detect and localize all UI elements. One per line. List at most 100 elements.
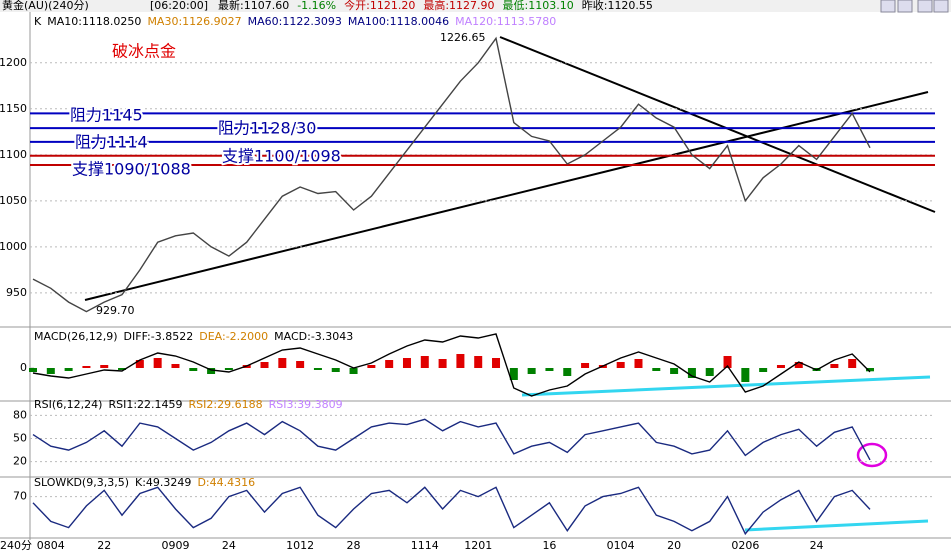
trend-line — [744, 519, 929, 532]
symbol: 黄金(AU)(240分) — [2, 0, 89, 12]
x-tick-label: 22 — [97, 539, 111, 552]
x-tick-label: 0804 — [37, 539, 65, 552]
x-tick-label: 1012 — [286, 539, 314, 552]
macd-bar — [29, 368, 37, 372]
y-tick-label: 1200 — [0, 56, 27, 69]
annotation: 支撑1100/1098 — [222, 147, 341, 166]
x-tick-label: 28 — [347, 539, 361, 552]
series-line — [32, 486, 871, 536]
legend-entry: K:49.3249 — [135, 476, 191, 489]
legend-entry: MA10:1118.0250 — [47, 15, 141, 28]
macd-bar — [776, 365, 785, 368]
macd-bar — [82, 366, 91, 368]
legend-entry: RSI2:29.6188 — [189, 398, 263, 411]
macd-bar — [207, 368, 216, 374]
header-bar — [0, 0, 951, 12]
macd-bar — [581, 363, 590, 368]
series-line — [32, 418, 871, 461]
nav-button[interactable] — [897, 0, 913, 13]
macd-bar — [260, 362, 269, 368]
y-tick-label: 20 — [13, 455, 27, 468]
macd-bar — [687, 368, 696, 378]
y-tick-label: 1050 — [0, 194, 27, 207]
y-tick-label: 80 — [13, 408, 27, 421]
annotation: 支撑1090/1088 — [72, 160, 191, 179]
period-label: 240分 — [0, 539, 32, 552]
legend-entry: DIFF:-3.8522 — [124, 330, 194, 343]
macd-bar — [509, 368, 518, 380]
x-tick-label: 24 — [222, 539, 236, 552]
y-tick-label: 0 — [20, 361, 27, 374]
quote-field: -1.16% — [297, 0, 336, 12]
quote-field: 今开:1121.20 — [344, 0, 415, 12]
macd-bar — [474, 356, 483, 368]
macd-bar — [367, 365, 376, 368]
macd-bar — [456, 354, 465, 368]
macd-bar — [100, 365, 109, 368]
macd-bar — [224, 368, 233, 370]
macd-bar — [563, 368, 572, 376]
macd-bar — [385, 360, 394, 368]
legend-entry: MACD:-3.3043 — [274, 330, 353, 343]
series-line — [32, 36, 871, 313]
macd-bar — [278, 358, 287, 368]
macd-bar — [313, 368, 322, 370]
macd-bar — [634, 359, 643, 368]
y-tick-label: 50 — [13, 432, 27, 445]
y-tick-label: 70 — [13, 490, 27, 503]
panel-title: MACD(26,12,9) — [34, 330, 118, 343]
x-tick-label: 0909 — [161, 539, 189, 552]
macd-bar — [866, 368, 874, 372]
macd-bar — [616, 362, 625, 368]
macd-bar — [741, 368, 750, 382]
macd-bar — [135, 360, 144, 368]
series-line — [32, 333, 871, 397]
quote-field: 最高:1127.90 — [423, 0, 494, 12]
x-tick-label: 1114 — [411, 539, 439, 552]
panel-title: SLOWKD(9,3,3,5) — [34, 476, 129, 489]
macd-bar — [830, 364, 839, 368]
macd-bar — [331, 368, 340, 372]
y-tick-label: 950 — [6, 286, 27, 299]
macd-bar — [723, 356, 732, 368]
macd-bar — [848, 359, 857, 368]
legend-entry: MA60:1122.3093 — [248, 15, 342, 28]
legend-entry: RSI3:39.3809 — [269, 398, 343, 411]
macd-bar — [402, 358, 411, 368]
y-tick-label: 1100 — [0, 148, 27, 161]
panel-title: RSI(6,12,24) — [34, 398, 102, 411]
macd-bar — [420, 356, 429, 368]
macd-bar — [46, 368, 55, 374]
legend-entry: K — [34, 15, 42, 28]
x-tick-label: 24 — [810, 539, 824, 552]
trend-line — [521, 375, 931, 397]
macd-bar — [705, 368, 714, 376]
macd-bar — [296, 361, 305, 368]
macd-bar — [545, 368, 554, 371]
time: [06:20:00] — [150, 0, 208, 12]
annotation: 阻力1114 — [75, 133, 148, 152]
legend-entry: MA100:1118.0046 — [348, 15, 449, 28]
legend-entry: DEA:-2.2000 — [199, 330, 268, 343]
macd-bar — [794, 362, 803, 368]
macd-bar — [438, 359, 447, 368]
y-tick-label: 1000 — [0, 240, 27, 253]
x-tick-label: 0104 — [607, 539, 635, 552]
nav-button[interactable] — [880, 0, 896, 13]
annotation: 阻力1145 — [70, 106, 143, 125]
nav-button[interactable] — [917, 0, 933, 13]
annotation: 阻力1128/30 — [218, 119, 316, 138]
legend-entry: MA120:1113.5780 — [455, 15, 556, 28]
macd-bar — [492, 358, 501, 368]
nav-button[interactable] — [933, 0, 949, 13]
macd-bar — [759, 368, 768, 372]
x-tick-label: 20 — [667, 539, 681, 552]
macd-bar — [171, 364, 180, 368]
trend-line — [84, 91, 929, 301]
quote-field: 最低:1103.10 — [503, 0, 574, 12]
legend-entry: D:44.4316 — [197, 476, 255, 489]
macd-bar — [118, 368, 127, 370]
